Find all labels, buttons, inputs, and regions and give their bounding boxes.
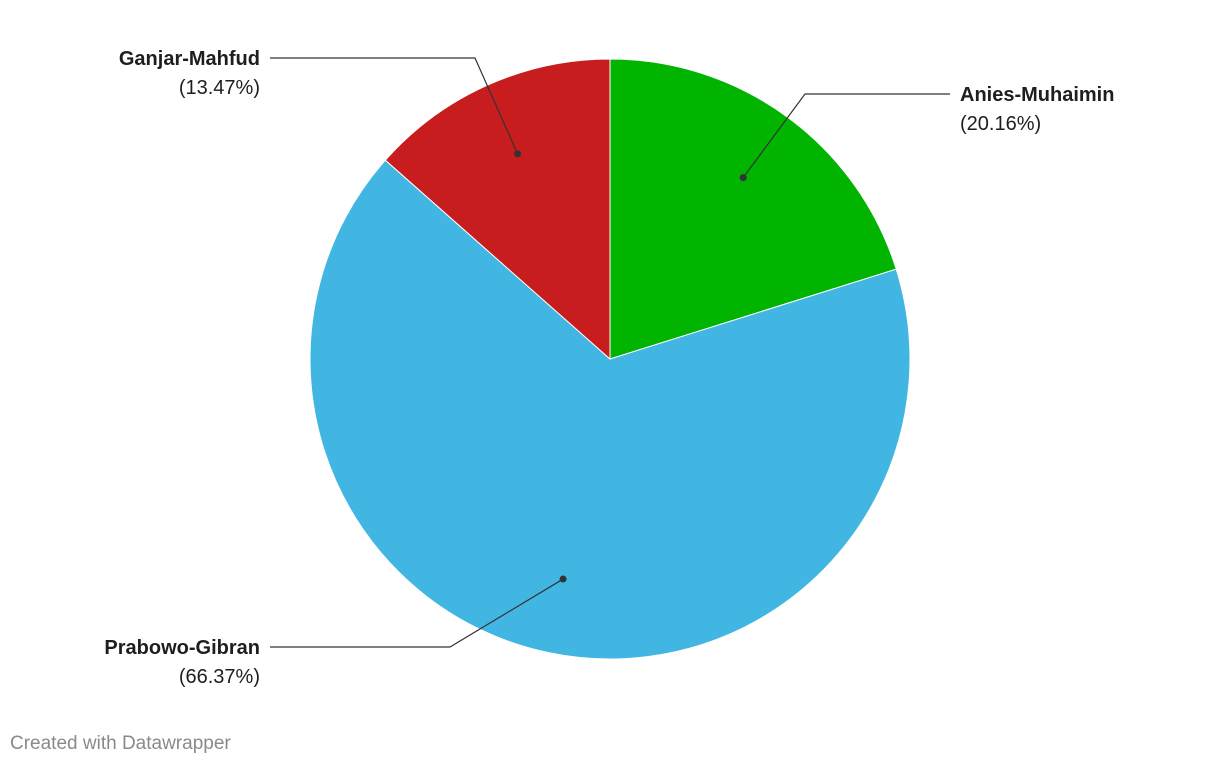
slice-label: Ganjar-Mahfud (119, 48, 260, 70)
leader-dot (514, 150, 522, 158)
value-label: (20.16%) (960, 113, 1041, 135)
leader-line (742, 93, 950, 178)
leader-line (270, 578, 564, 648)
leader-dot (559, 575, 567, 583)
pie-slice (309, 159, 911, 660)
leader-line (270, 57, 519, 155)
slice-label: Anies-Muhaimin (960, 84, 1114, 106)
value-label: (13.47%) (179, 77, 260, 99)
value-label: (66.37%) (179, 666, 260, 688)
leader-dot (739, 174, 747, 182)
footer: Created with Datawrapper (10, 733, 231, 754)
slice-label: Prabowo-Gibran (104, 637, 260, 659)
